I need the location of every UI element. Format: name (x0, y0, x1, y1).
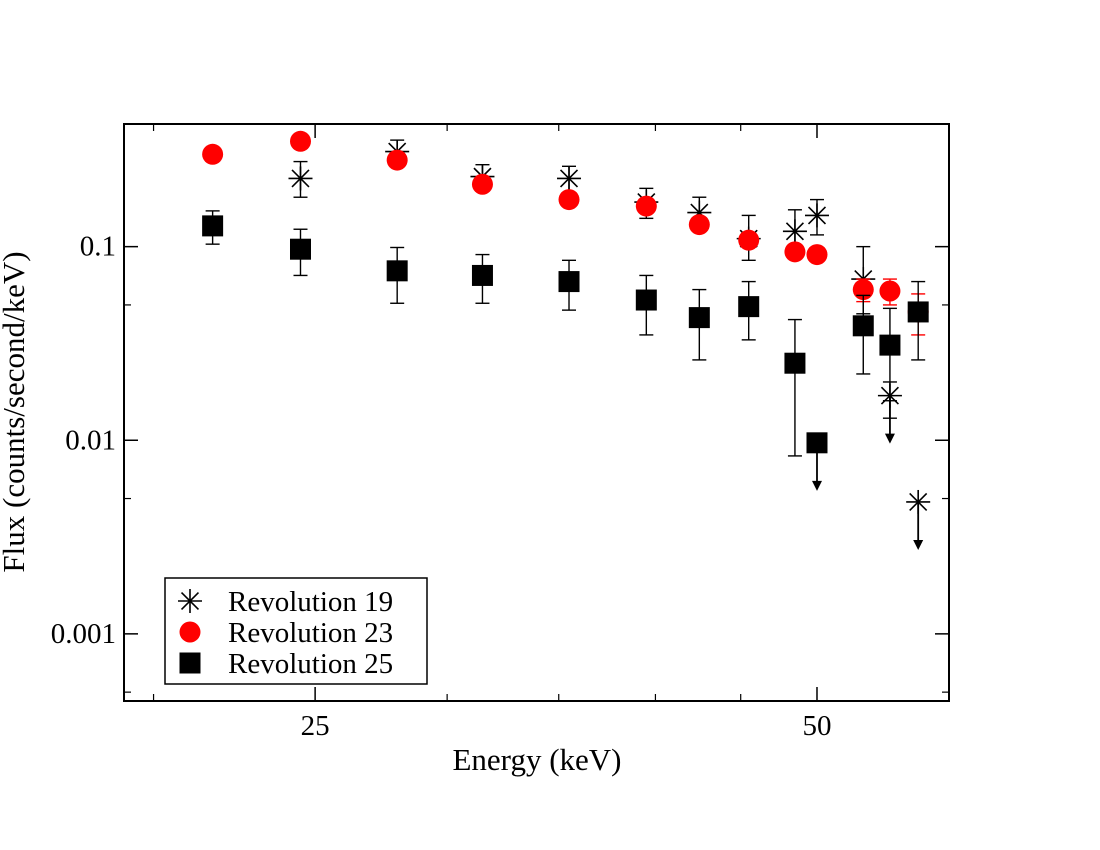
series-revolution-23 (202, 130, 929, 336)
revolution-19-upper-limit-arrowhead (913, 539, 924, 550)
revolution-23-point (471, 173, 493, 195)
legend-box (164, 577, 428, 685)
data-marks (202, 130, 931, 550)
revolution-19-point (288, 166, 313, 191)
revolution-25-upper-limit-arrowhead (811, 480, 822, 491)
revolution-25-point (784, 352, 806, 374)
revolution-19-point-stroke (559, 169, 579, 188)
x-tick-label-25: 25 (301, 710, 330, 742)
revolution-25-point (471, 264, 493, 286)
legend-symbol-revolution-19 (178, 589, 202, 613)
revolution-19-point (557, 166, 582, 191)
revolution-23-point (202, 143, 224, 165)
revolution-19-upper-limit-arrowhead (884, 433, 895, 444)
revolution-19-point-stroke (785, 222, 804, 241)
legend-label-revolution-23: Revolution 23 (228, 617, 393, 649)
revolution-23-point (635, 195, 657, 217)
legend-symbol-revolution-25 (179, 652, 201, 674)
legend-label-revolution-19: Revolution 19 (228, 586, 393, 618)
revolution-25-point (738, 296, 760, 318)
legend-marker-revolution-23 (179, 621, 201, 643)
revolution-23-point (289, 130, 311, 152)
legend: Revolution 19 Revolution 23 Revolution 2… (164, 577, 428, 685)
x-tick-label-50: 50 (802, 710, 831, 742)
revolution-25-point (289, 238, 311, 260)
revolution-23-point (879, 280, 901, 302)
legend-symbol-revolution-23 (179, 621, 201, 643)
revolution-23-point (558, 189, 580, 211)
x-axis-title: Energy (keV) (452, 742, 621, 777)
series-revolution-19 (288, 139, 931, 550)
revolution-19-point (782, 219, 807, 244)
revolution-25-point (879, 334, 901, 356)
revolution-23-point (784, 241, 806, 263)
revolution-19-point-stroke (909, 492, 928, 512)
revolution-25-point (202, 215, 224, 237)
revolution-19-point (906, 489, 931, 514)
revolution-19-point-stroke (291, 169, 310, 188)
legend-symbol-revolution-19-stroke (180, 591, 200, 611)
revolution-19-point (804, 203, 829, 228)
revolution-23-point (738, 229, 760, 251)
revolution-25-point (558, 271, 580, 293)
y-tick-label-0.1: 0.1 (80, 231, 116, 263)
legend-marker-revolution-19 (178, 589, 202, 613)
y-tick-label-0.01: 0.01 (65, 424, 116, 456)
legend-marker-revolution-25 (179, 652, 201, 674)
revolution-23-point (688, 214, 710, 236)
revolution-25-point (635, 289, 657, 311)
revolution-25-point (852, 315, 874, 337)
revolution-19-point-stroke (807, 206, 827, 225)
revolution-25-point (806, 432, 828, 454)
y-tick-label-0.001: 0.001 (51, 618, 116, 650)
revolution-25-point (688, 307, 710, 329)
revolution-25-point (907, 301, 929, 323)
axes: 0.001 0.01 0.1 25 50 (51, 124, 949, 742)
revolution-23-point (806, 244, 828, 266)
series-revolution-25 (202, 210, 929, 491)
y-axis-title: Flux (counts/second/keV) (0, 251, 31, 572)
revolution-25-point (386, 260, 408, 282)
revolution-23-point (386, 149, 408, 171)
plot-frame (123, 123, 950, 702)
legend-label-revolution-25: Revolution 25 (228, 648, 393, 680)
